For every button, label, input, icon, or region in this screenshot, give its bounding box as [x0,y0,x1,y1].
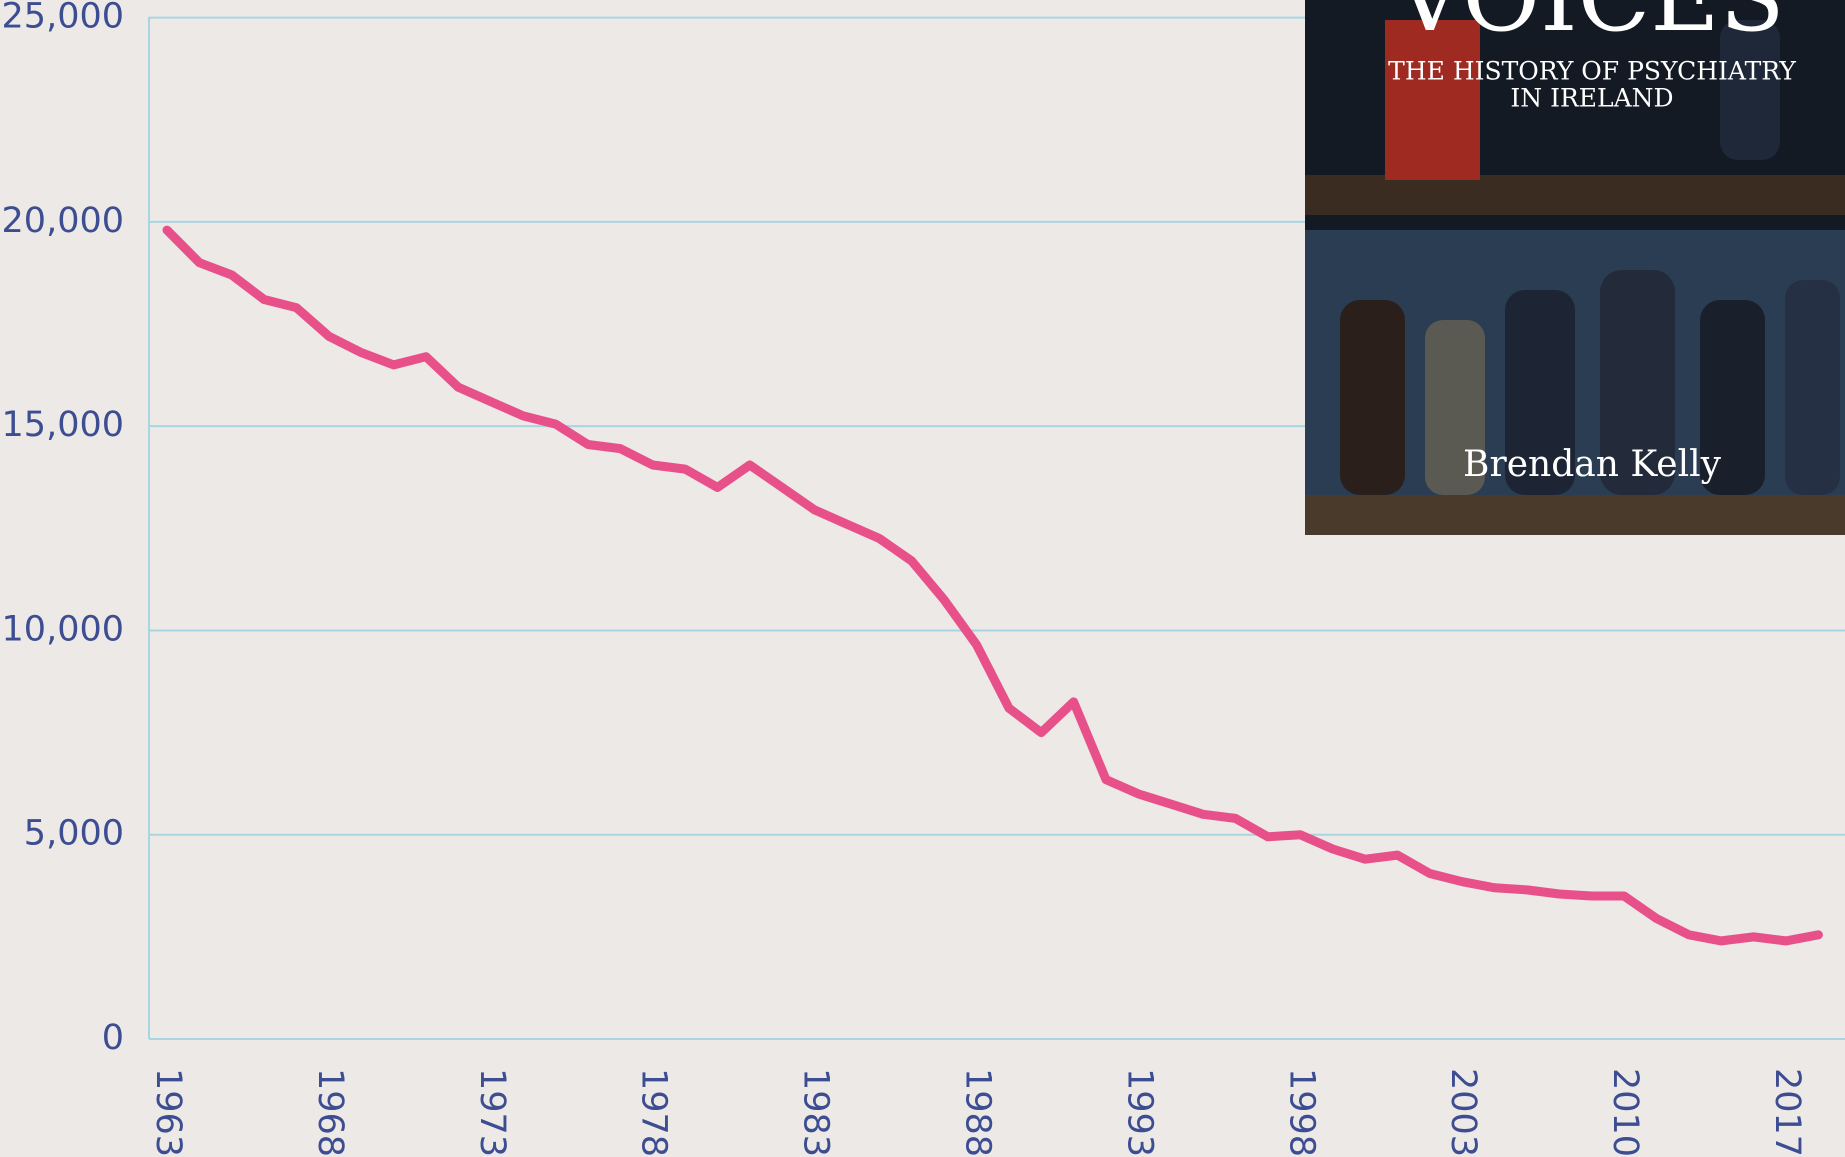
cover-bottle [1340,300,1405,495]
x-tick-label: 1983 [796,1068,836,1157]
cover-bottle [1505,290,1575,495]
x-tick-label: 1978 [634,1068,674,1157]
y-tick-label: 25,000 [2,0,124,37]
x-tick-label: 1963 [148,1068,188,1157]
data-line [162,225,1823,946]
cover-subtitle: IN IRELAND [1510,84,1673,113]
x-tick-label: 1973 [472,1068,512,1157]
cover-bottle [1425,320,1485,495]
cover-shelf [1305,495,1845,535]
y-tick-label: 0 [102,1018,124,1058]
y-tick-label: 20,000 [2,201,124,241]
x-tick-label: 1988 [958,1068,998,1157]
cover-bottle [1720,20,1780,160]
x-tick-label: 2003 [1443,1068,1483,1157]
x-tick-label: 2017 [1767,1068,1807,1157]
x-tick-label: 1998 [1281,1068,1321,1157]
x-tick-label: 1993 [1119,1068,1159,1157]
book-cover: VOICES THE HISTORY OF PSYCHIATRY IN IREL… [1305,0,1845,535]
cover-bottle [1785,280,1840,495]
y-tick-label: 5,000 [24,814,124,854]
cover-tin [1385,20,1480,180]
cover-author: Brendan Kelly [1463,444,1722,485]
y-tick-label: 10,000 [2,609,124,649]
x-tick-label: 2010 [1605,1068,1645,1157]
cover-bottle [1700,300,1765,495]
y-tick-label: 15,000 [2,405,124,445]
cover-subtitle: THE HISTORY OF PSYCHIATRY [1388,57,1796,86]
x-tick-label: 1968 [310,1068,350,1157]
cover-title: VOICES [1394,0,1784,53]
cover-shelf [1305,175,1845,215]
cover-bottle [1600,270,1675,495]
